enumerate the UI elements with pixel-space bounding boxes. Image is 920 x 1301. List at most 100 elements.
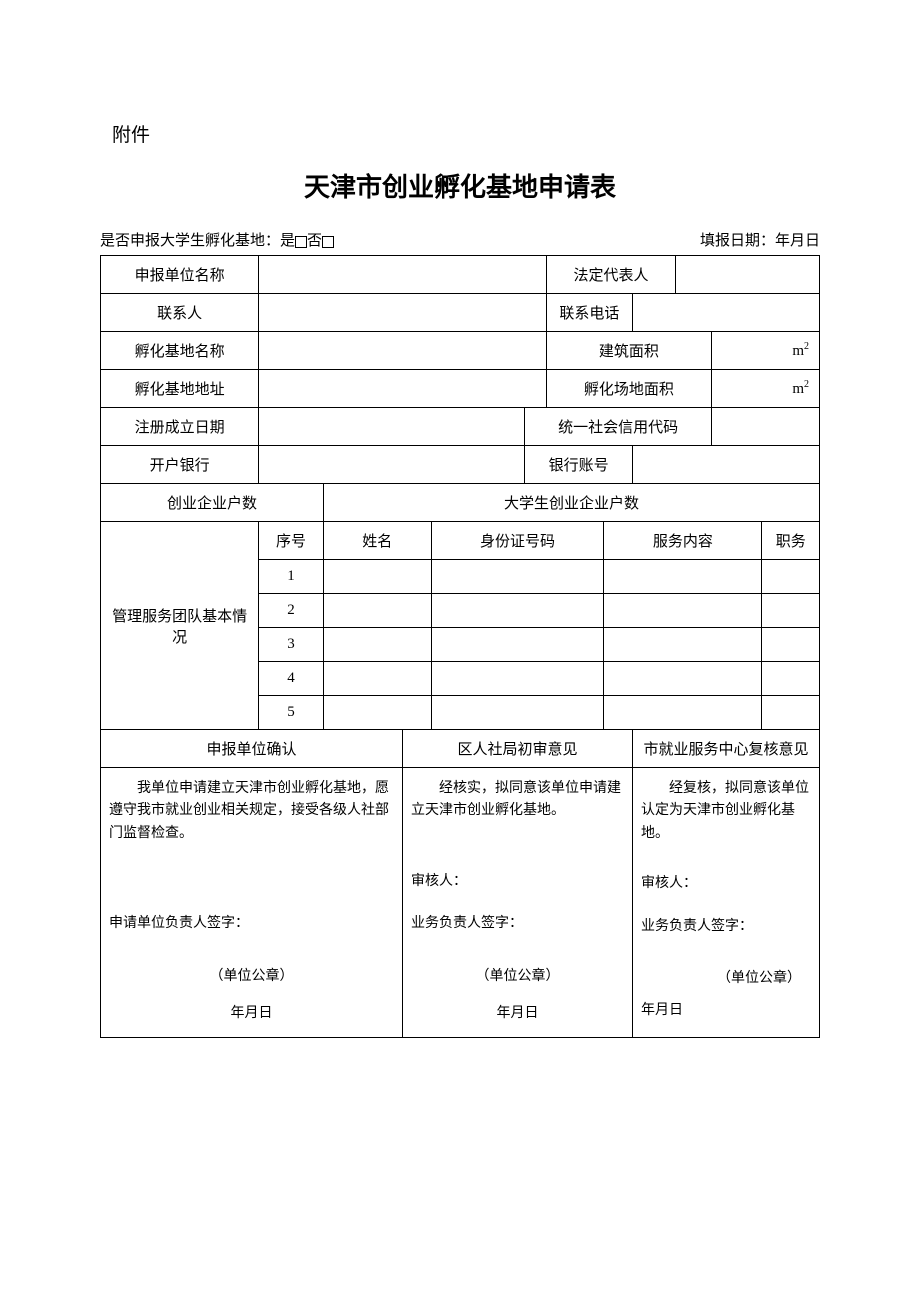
legal-rep-label: 法定代表人 bbox=[546, 256, 675, 294]
unit-name-value[interactable] bbox=[259, 256, 547, 294]
table-row: 孵化基地地址 孵化场地面积 m2 bbox=[101, 370, 820, 408]
unit-name-label: 申报单位名称 bbox=[101, 256, 259, 294]
area-unit-sup: 2 bbox=[804, 341, 809, 352]
account-value[interactable] bbox=[633, 446, 820, 484]
credit-code-label: 统一社会信用代码 bbox=[525, 408, 712, 446]
team-header-label: 管理服务团队基本情况 bbox=[101, 522, 259, 730]
id-cell[interactable] bbox=[431, 628, 604, 662]
table-row: 开户银行 银行账号 bbox=[101, 446, 820, 484]
yes-label: 是否申报大学生孵化基地：是 bbox=[100, 233, 295, 249]
table-row: 管理服务团队基本情况 序号 姓名 身份证号码 服务内容 职务 bbox=[101, 522, 820, 560]
confirm-3-date: 年月日 bbox=[641, 1000, 811, 1022]
legal-rep-value[interactable] bbox=[676, 256, 820, 294]
enterprise-count-label: 创业企业户数 bbox=[101, 484, 324, 522]
service-cell[interactable] bbox=[604, 594, 762, 628]
col-service: 服务内容 bbox=[604, 522, 762, 560]
confirm-3-para: 经复核，拟同意该单位认定为天津市创业孵化基地。 bbox=[641, 778, 811, 845]
name-cell[interactable] bbox=[323, 594, 431, 628]
phone-value[interactable] bbox=[633, 294, 820, 332]
name-cell[interactable] bbox=[323, 662, 431, 696]
confirm-body-3: 经复核，拟同意该单位认定为天津市创业孵化基地。 审核人： 业务负责人签字： （单… bbox=[633, 768, 820, 1038]
name-cell[interactable] bbox=[323, 560, 431, 594]
area-unit-m: m bbox=[792, 381, 804, 397]
confirm-header-3: 市就业服务中心复核意见 bbox=[633, 730, 820, 768]
name-cell[interactable] bbox=[323, 696, 431, 730]
site-area-value[interactable]: m2 bbox=[712, 370, 820, 408]
seq-cell: 2 bbox=[259, 594, 324, 628]
confirm-2-reviewer: 审核人： bbox=[411, 871, 624, 893]
confirm-body-2: 经核实，拟同意该单位申请建立天津市创业孵化基地。 审核人： 业务负责人签字： （… bbox=[402, 768, 632, 1038]
seq-cell: 1 bbox=[259, 560, 324, 594]
seq-cell: 3 bbox=[259, 628, 324, 662]
reg-date-label: 注册成立日期 bbox=[101, 408, 259, 446]
id-cell[interactable] bbox=[431, 696, 604, 730]
service-cell[interactable] bbox=[604, 628, 762, 662]
position-cell[interactable] bbox=[762, 696, 820, 730]
table-row: 我单位申请建立天津市创业孵化基地，愿遵守我市就业创业相关规定，接受各级人社部门监… bbox=[101, 768, 820, 1038]
confirm-3-stamp: （单位公章） bbox=[641, 968, 811, 990]
account-label: 银行账号 bbox=[525, 446, 633, 484]
service-cell[interactable] bbox=[604, 696, 762, 730]
no-label: 否 bbox=[307, 233, 322, 249]
position-cell[interactable] bbox=[762, 560, 820, 594]
seq-cell: 4 bbox=[259, 662, 324, 696]
col-name: 姓名 bbox=[323, 522, 431, 560]
confirm-1-date: 年月日 bbox=[109, 1003, 394, 1025]
building-area-label: 建筑面积 bbox=[546, 332, 711, 370]
col-position: 职务 bbox=[762, 522, 820, 560]
confirm-1-para: 我单位申请建立天津市创业孵化基地，愿遵守我市就业创业相关规定，接受各级人社部门监… bbox=[109, 778, 394, 845]
service-cell[interactable] bbox=[604, 560, 762, 594]
area-unit-m: m bbox=[792, 343, 804, 359]
table-row: 孵化基地名称 建筑面积 m2 bbox=[101, 332, 820, 370]
table-row: 联系人 联系电话 bbox=[101, 294, 820, 332]
table-row: 创业企业户数 大学生创业企业户数 bbox=[101, 484, 820, 522]
attachment-label: 附件 bbox=[112, 120, 820, 147]
confirm-1-signer: 申请单位负责人签字： bbox=[109, 913, 394, 935]
page-title: 天津市创业孵化基地申请表 bbox=[100, 167, 820, 204]
confirm-2-para: 经核实，拟同意该单位申请建立天津市创业孵化基地。 bbox=[411, 778, 624, 823]
position-cell[interactable] bbox=[762, 594, 820, 628]
position-cell[interactable] bbox=[762, 628, 820, 662]
base-name-value[interactable] bbox=[259, 332, 547, 370]
confirm-header-2: 区人社局初审意见 bbox=[402, 730, 632, 768]
col-seq: 序号 bbox=[259, 522, 324, 560]
building-area-value[interactable]: m2 bbox=[712, 332, 820, 370]
contact-label: 联系人 bbox=[101, 294, 259, 332]
table-row: 申报单位确认 区人社局初审意见 市就业服务中心复核意见 bbox=[101, 730, 820, 768]
contact-value[interactable] bbox=[259, 294, 547, 332]
checkbox-no[interactable] bbox=[322, 236, 334, 248]
bank-label: 开户银行 bbox=[101, 446, 259, 484]
phone-label: 联系电话 bbox=[546, 294, 632, 332]
service-cell[interactable] bbox=[604, 662, 762, 696]
table-row: 注册成立日期 统一社会信用代码 bbox=[101, 408, 820, 446]
confirm-1-stamp: （单位公章） bbox=[109, 966, 394, 988]
confirm-3-signer: 业务负责人签字： bbox=[641, 916, 811, 938]
confirm-2-stamp: （单位公章） bbox=[411, 966, 624, 988]
student-base-question: 是否申报大学生孵化基地：是否 bbox=[100, 229, 334, 250]
id-cell[interactable] bbox=[431, 662, 604, 696]
confirm-3-reviewer: 审核人： bbox=[641, 873, 811, 895]
confirm-2-signer: 业务负责人签字： bbox=[411, 913, 624, 935]
area-unit-sup: 2 bbox=[804, 379, 809, 390]
base-addr-label: 孵化基地地址 bbox=[101, 370, 259, 408]
checkbox-yes[interactable] bbox=[295, 236, 307, 248]
bank-value[interactable] bbox=[259, 446, 525, 484]
col-id: 身份证号码 bbox=[431, 522, 604, 560]
fill-date-label: 填报日期：年月日 bbox=[700, 229, 820, 250]
base-name-label: 孵化基地名称 bbox=[101, 332, 259, 370]
application-form-table: 申报单位名称 法定代表人 联系人 联系电话 孵化基地名称 建筑面积 m2 孵化基… bbox=[100, 255, 820, 1038]
base-addr-value[interactable] bbox=[259, 370, 547, 408]
credit-code-value[interactable] bbox=[712, 408, 820, 446]
id-cell[interactable] bbox=[431, 594, 604, 628]
student-enterprise-label: 大学生创业企业户数 bbox=[323, 484, 819, 522]
site-area-label: 孵化场地面积 bbox=[546, 370, 711, 408]
seq-cell: 5 bbox=[259, 696, 324, 730]
table-row: 申报单位名称 法定代表人 bbox=[101, 256, 820, 294]
confirm-2-date: 年月日 bbox=[411, 1003, 624, 1025]
pre-table-row: 是否申报大学生孵化基地：是否 填报日期：年月日 bbox=[100, 229, 820, 250]
position-cell[interactable] bbox=[762, 662, 820, 696]
name-cell[interactable] bbox=[323, 628, 431, 662]
reg-date-value[interactable] bbox=[259, 408, 525, 446]
id-cell[interactable] bbox=[431, 560, 604, 594]
confirm-body-1: 我单位申请建立天津市创业孵化基地，愿遵守我市就业创业相关规定，接受各级人社部门监… bbox=[101, 768, 403, 1038]
